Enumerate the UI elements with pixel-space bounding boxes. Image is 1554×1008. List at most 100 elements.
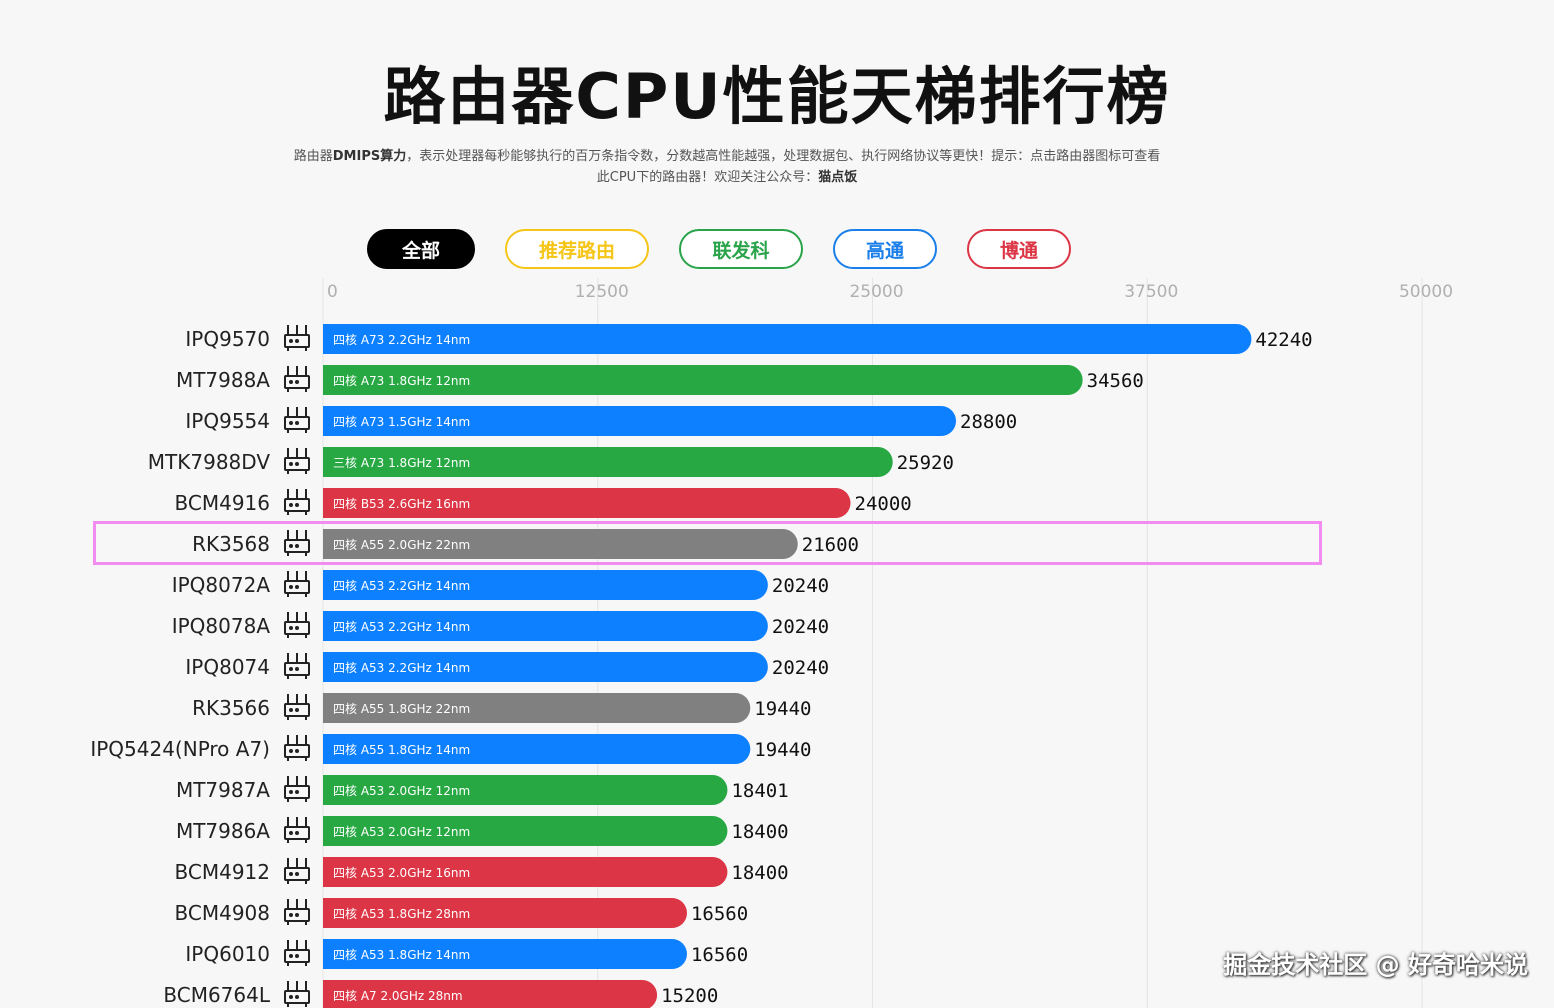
value-label: 20240	[772, 657, 829, 679]
bar	[323, 775, 728, 805]
bar-spec-label: 四核 A53 2.0GHz 12nm	[333, 825, 470, 839]
subtitle-bold-1: DMIPS算力	[332, 149, 407, 164]
router-icon[interactable]	[284, 694, 310, 720]
category-label: RK3566	[192, 696, 270, 720]
bar-spec-label: 四核 A53 2.2GHz 14nm	[333, 579, 470, 593]
bar	[323, 652, 768, 682]
value-label: 15200	[661, 985, 718, 1007]
bar-spec-label: 四核 A53 1.8GHz 28nm	[333, 907, 470, 921]
bar	[323, 693, 751, 723]
bar	[323, 529, 798, 559]
x-tick-label: 12500	[575, 282, 629, 302]
bar-spec-label: 四核 A53 2.0GHz 12nm	[333, 784, 470, 798]
filter-mediatek-button[interactable]: 联发科	[679, 229, 803, 269]
filter-label: 高通	[865, 239, 904, 262]
bar-spec-label: 四核 A53 2.2GHz 14nm	[333, 661, 470, 675]
router-icon[interactable]	[284, 735, 310, 761]
value-label: 25920	[897, 452, 954, 474]
value-label: 19440	[754, 739, 811, 761]
subtitle-bold-2: 猫点饭	[818, 170, 858, 185]
category-label: IPQ9570	[185, 327, 270, 351]
category-label: MTK7988DV	[148, 450, 271, 474]
watermark-text: 掘金技术社区 @ 好奇哈米说	[1223, 951, 1528, 979]
bar-spec-label: 四核 A53 1.8GHz 14nm	[333, 948, 470, 962]
value-label: 18400	[731, 862, 788, 884]
bar	[323, 447, 893, 477]
filter-label: 联发科	[712, 239, 770, 262]
category-label: RK3568	[192, 532, 270, 556]
category-label: IPQ8074	[185, 655, 270, 679]
filter-qualcomm-button[interactable]: 高通	[833, 229, 937, 269]
bar-spec-label: 四核 A55 1.8GHz 22nm	[333, 702, 470, 716]
router-icon[interactable]	[284, 407, 310, 433]
value-label: 28800	[960, 411, 1017, 433]
value-label: 24000	[855, 493, 912, 515]
router-icon[interactable]	[284, 940, 310, 966]
router-icon[interactable]	[284, 366, 310, 392]
bar	[323, 406, 957, 436]
bar-spec-label: 四核 A55 1.8GHz 14nm	[333, 743, 470, 757]
category-label: IPQ8078A	[172, 614, 271, 638]
bar	[323, 734, 751, 764]
value-label: 20240	[772, 575, 829, 597]
highlight-box	[93, 521, 1322, 565]
value-label: 16560	[691, 944, 748, 966]
value-label: 34560	[1087, 370, 1144, 392]
x-tick-label: 0	[327, 282, 338, 302]
filter-label: 全部	[401, 239, 440, 262]
category-label: BCM4908	[175, 901, 271, 925]
bar-spec-label: 四核 A73 2.2GHz 14nm	[333, 333, 470, 347]
filter-label: 推荐路由	[538, 239, 615, 262]
bar	[323, 939, 687, 970]
router-icon[interactable]	[284, 571, 310, 597]
bar-spec-label: 四核 A53 2.0GHz 16nm	[333, 866, 470, 880]
router-icon[interactable]	[284, 899, 310, 925]
category-label: BCM6764L	[163, 983, 270, 1007]
bar	[323, 980, 658, 1008]
bar	[323, 816, 728, 846]
category-label: IPQ9554	[185, 409, 270, 433]
category-label: IPQ6010	[185, 942, 270, 966]
value-label: 21600	[802, 534, 859, 556]
filter-all-button[interactable]: 全部	[367, 229, 475, 269]
router-icon[interactable]	[284, 612, 310, 638]
category-label: MT7988A	[176, 368, 270, 392]
router-icon[interactable]	[284, 981, 310, 1007]
router-icon[interactable]	[284, 325, 310, 351]
category-label: BCM4912	[175, 860, 271, 884]
filter-recommended-button[interactable]: 推荐路由	[505, 229, 649, 269]
bar	[323, 324, 1252, 354]
bar	[323, 857, 728, 887]
page-title: 路由器CPU性能天梯排行榜	[383, 60, 1171, 133]
category-label: MT7986A	[176, 819, 270, 843]
value-label: 16560	[691, 903, 748, 925]
bar	[323, 898, 687, 928]
x-tick-label: 50000	[1399, 282, 1453, 302]
bar-spec-label: 四核 A7 2.0GHz 28nm	[333, 989, 463, 1003]
value-label: 19440	[754, 698, 811, 720]
value-label: 18400	[731, 821, 788, 843]
bar	[323, 365, 1083, 395]
router-icon[interactable]	[284, 653, 310, 679]
bar-spec-label: 四核 A53 2.2GHz 14nm	[333, 620, 470, 634]
bar-spec-label: 四核 A73 1.5GHz 14nm	[333, 415, 470, 429]
router-icon[interactable]	[284, 448, 310, 474]
bar	[323, 611, 768, 641]
subtitle-text-2: ，表示处理器每秒能够执行的百万条指令数，分数越高性能越强，处理数据包、执行网络协…	[406, 149, 1161, 185]
x-tick-label: 37500	[1124, 282, 1178, 302]
filter-broadcom-button[interactable]: 博通	[967, 229, 1071, 269]
category-label: BCM4916	[175, 491, 271, 515]
bar	[323, 488, 851, 518]
page-subtitle: 路由器DMIPS算力，表示处理器每秒能够执行的百万条指令数，分数越高性能越强，处…	[290, 146, 1164, 188]
bar-spec-label: 三核 A73 1.8GHz 12nm	[333, 456, 470, 470]
router-icon[interactable]	[284, 817, 310, 843]
router-icon[interactable]	[284, 489, 310, 515]
router-icon[interactable]	[284, 530, 310, 556]
bar-spec-label: 四核 A55 2.0GHz 22nm	[333, 538, 470, 552]
router-icon[interactable]	[284, 858, 310, 884]
filter-label: 博通	[999, 239, 1038, 262]
x-tick-label: 25000	[849, 282, 903, 302]
bar-spec-label: 四核 A73 1.8GHz 12nm	[333, 374, 470, 388]
router-icon[interactable]	[284, 776, 310, 802]
